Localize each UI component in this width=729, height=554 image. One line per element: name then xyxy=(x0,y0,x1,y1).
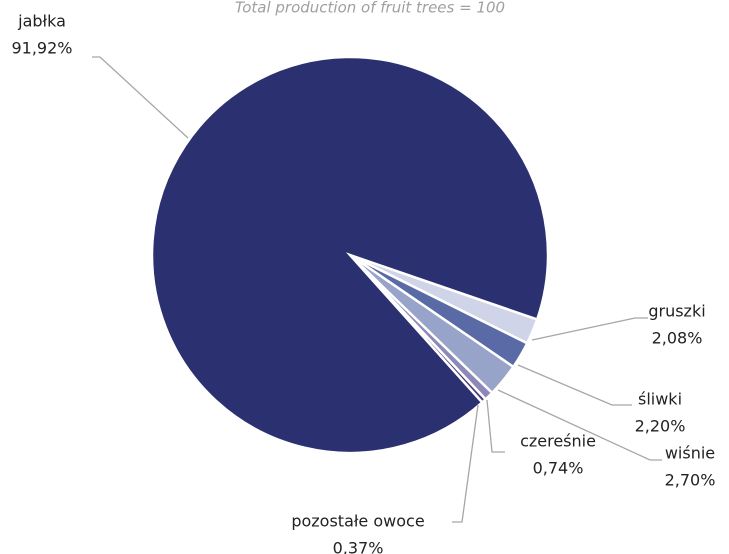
leader-line xyxy=(497,389,662,461)
leader-line xyxy=(92,56,189,139)
slice-label: jabłka xyxy=(17,12,66,31)
slice-label: wiśnie xyxy=(665,444,715,463)
leader-line xyxy=(486,399,505,453)
pie-slice xyxy=(150,55,550,455)
slice-label: gruszki xyxy=(648,302,705,321)
leader-line xyxy=(452,404,479,523)
slice-label: czereśnie xyxy=(520,432,596,451)
slice-value-label: 0,74% xyxy=(533,459,584,478)
slice-value-label: 2,70% xyxy=(665,471,716,490)
leader-line xyxy=(531,317,648,341)
slice-value-label: 2,20% xyxy=(635,417,686,436)
slice-label: pozostałe owoce xyxy=(291,512,424,531)
slice-value-label: 2,08% xyxy=(652,329,703,348)
slice-value-label: 91,92% xyxy=(11,39,72,58)
leader-line xyxy=(517,364,632,406)
slice-value-label: 0,37% xyxy=(333,539,384,554)
chart-subtitle: Total production of fruit trees = 100 xyxy=(235,0,505,17)
slice-label: śliwki xyxy=(638,390,682,409)
